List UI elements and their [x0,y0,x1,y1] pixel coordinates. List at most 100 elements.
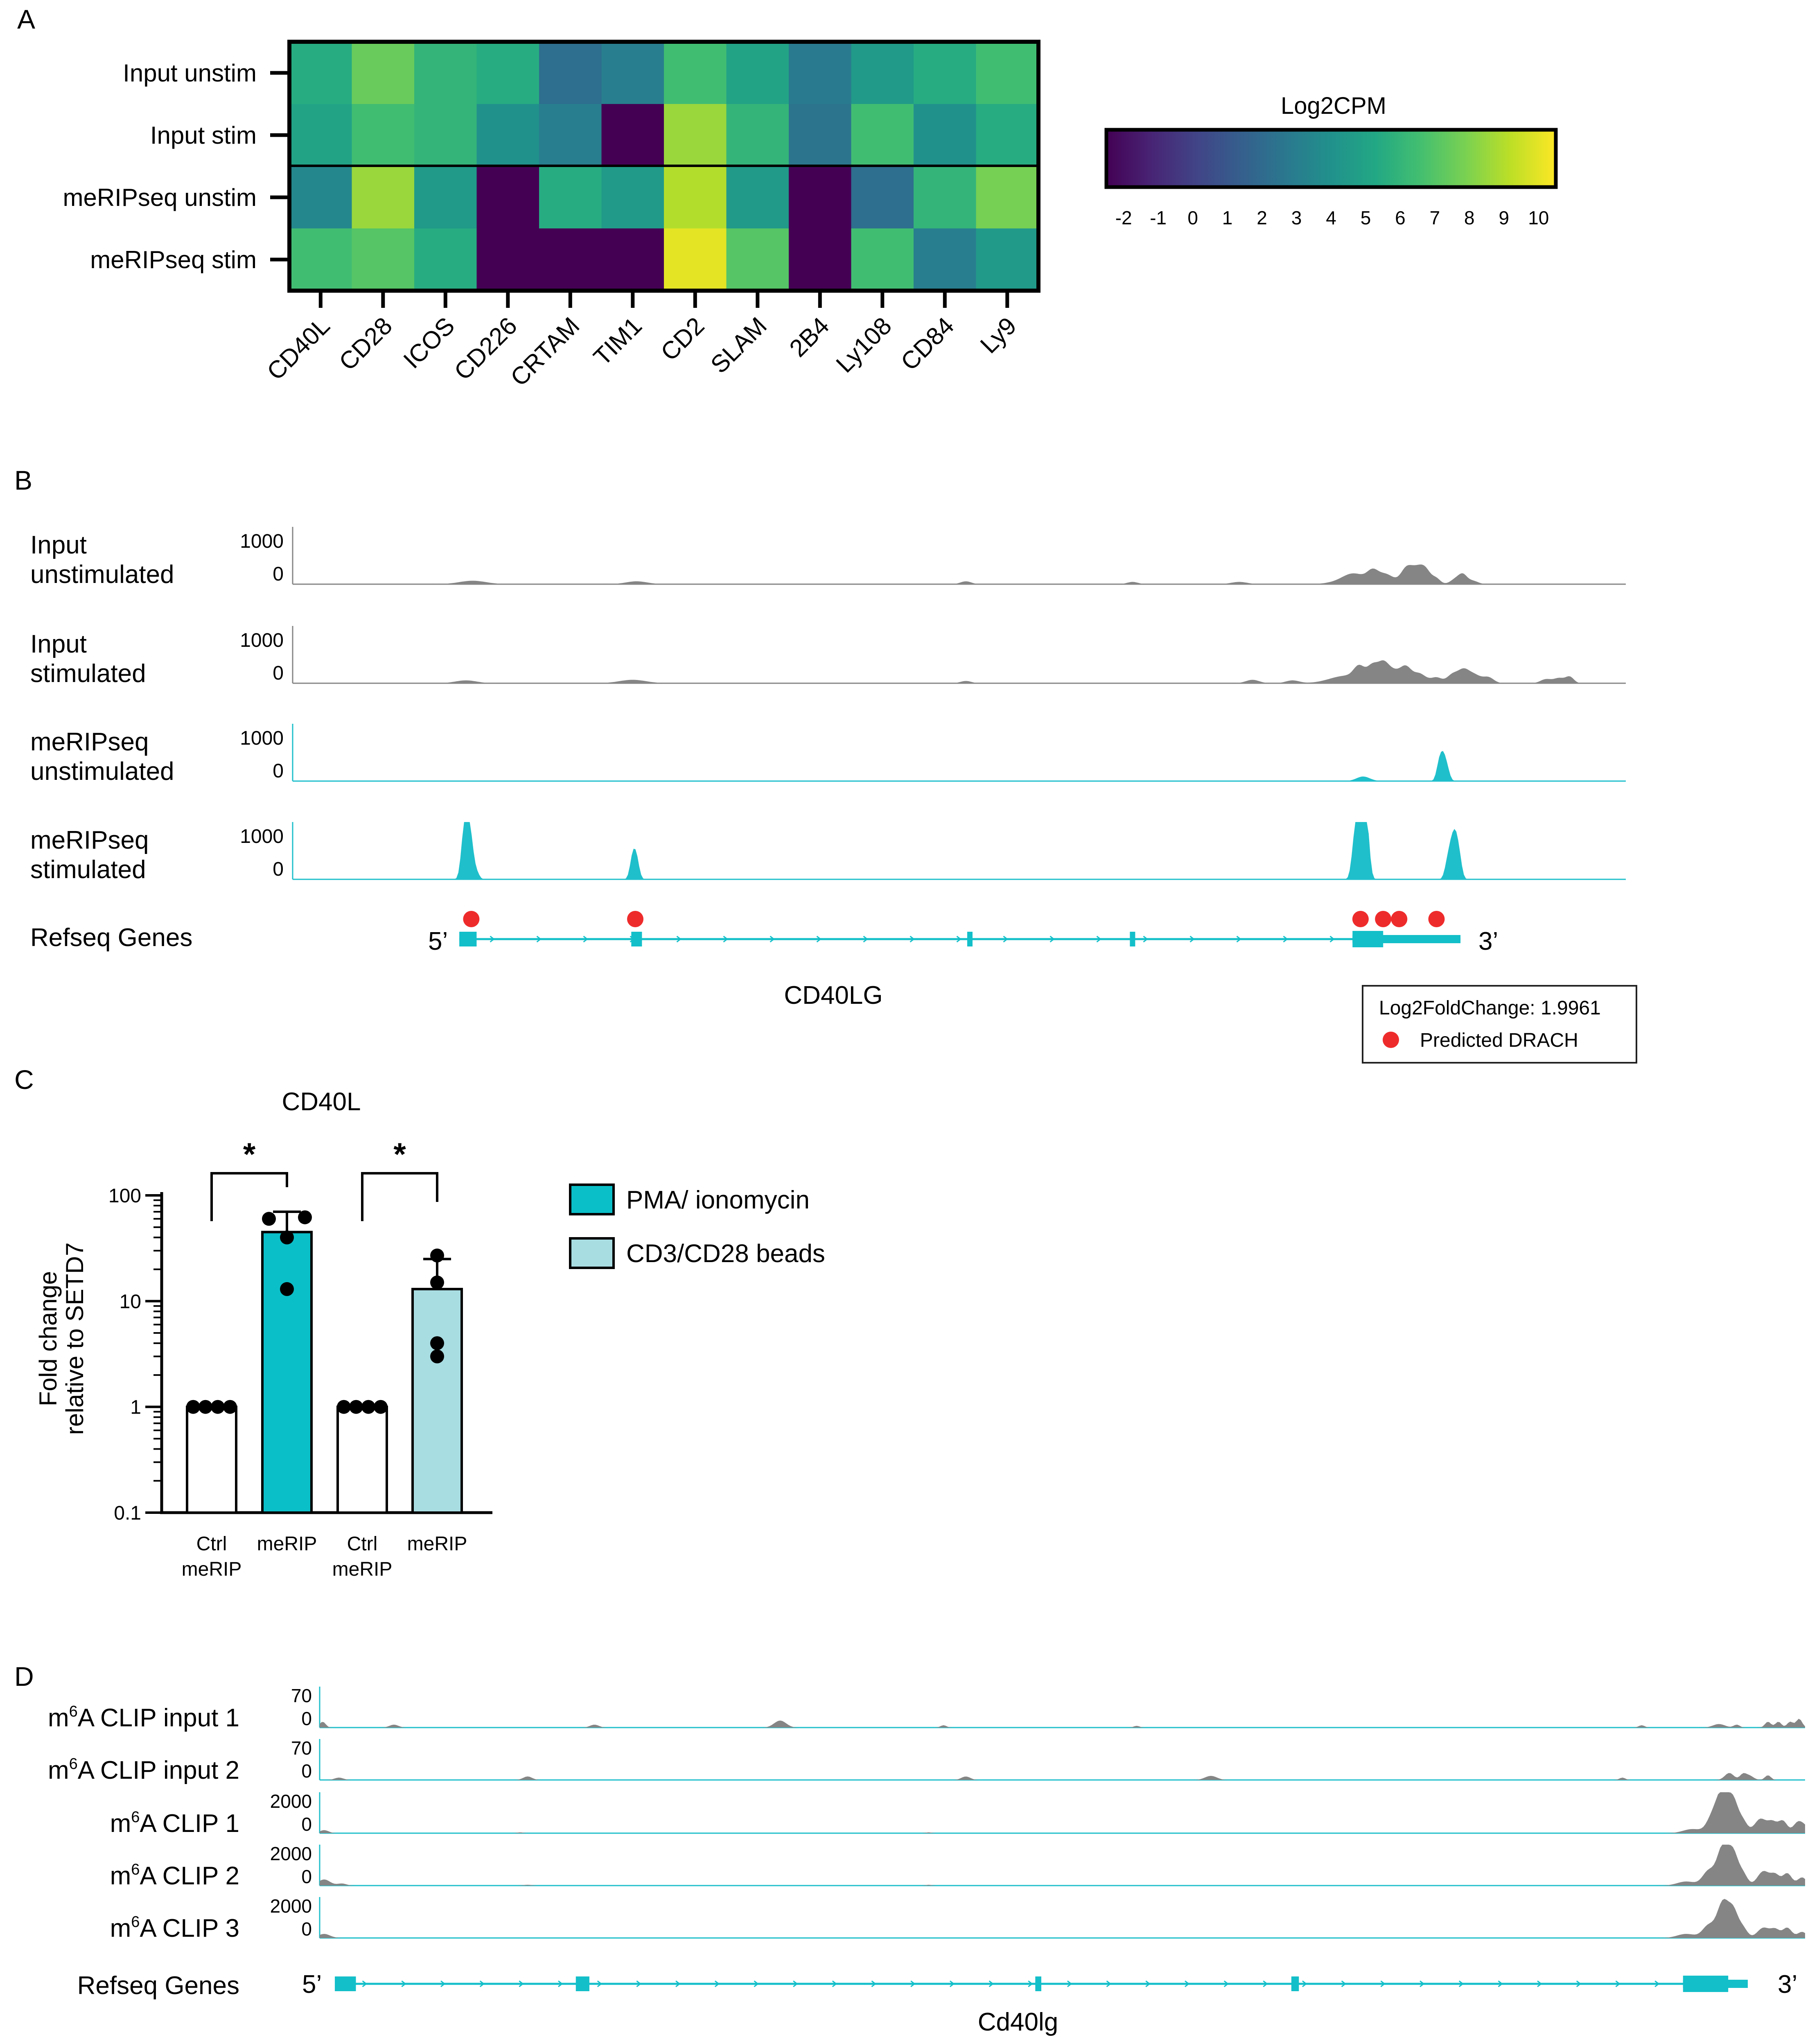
three-prime-label: 3’ [1778,1970,1797,1999]
heatmap-row-label: Input unstim [123,59,257,87]
heatmap-column-label: SLAM [705,312,772,379]
heatmap-cell [289,42,352,104]
heatmap-cell [914,228,977,291]
x-tick-label: meRIP [257,1533,317,1555]
track-ymax-label: 70 [291,1737,312,1759]
track-label-line: meRIPseq [30,826,149,854]
colorbar-ticks: -2 -1 0 1 2 3 4 5 6 7 8 9 10 [1115,207,1549,228]
legend-box: Log2FoldChange: 1.9961 Predicted DRACH [1362,985,1637,1064]
strand-arrow [1329,935,1335,943]
data-point [223,1400,237,1414]
strand-arrow [440,1980,446,1988]
heatmap-cell [601,42,664,104]
heatmap-column-label: CD2 [655,312,709,366]
data-point [211,1400,225,1414]
strand-arrow [816,935,821,943]
strand-arrow [910,1980,916,1988]
colorbar-tick-label: 6 [1395,207,1406,228]
heatmap-cell [289,228,352,291]
heatmap-cell [601,104,664,167]
heatmap-cell [726,42,789,104]
gene-exon [575,1976,589,1991]
strand-arrow [1576,1980,1582,1988]
strand-arrow [1185,1980,1190,1988]
heatmap-cell [476,228,539,291]
heatmap-cell [539,42,602,104]
heatmap-cell [789,104,852,167]
coverage-signal [320,1792,1805,1833]
strand-arrow [956,935,961,943]
data-point [349,1400,363,1414]
heatmap-cell [976,104,1039,167]
data-point [186,1400,200,1414]
track-ymin-label: 0 [301,1814,312,1835]
gene-exon [1130,932,1135,946]
strand-arrow [1049,935,1055,943]
y-tick-label: 0.1 [114,1502,141,1524]
track-label-line: unstimulated [30,757,174,786]
heatmap-cell [601,166,664,229]
gene-exon [631,932,642,946]
strand-arrow [770,935,775,943]
coverage-signal [320,1719,1805,1728]
heatmap-cell [726,104,789,167]
heatmap-cell [664,104,727,167]
strand-arrow [714,1980,720,1988]
data-point [337,1400,351,1414]
heatmap-column-label: CD40L [262,312,335,385]
strand-arrow [490,935,495,943]
track-label-line: unstimulated [30,560,174,589]
x-tick-label: Ctrl [196,1533,227,1555]
strand-arrow [863,935,868,943]
heatmap-cell [789,42,852,104]
data-point [298,1210,312,1224]
strand-arrow [1236,935,1241,943]
panel-b: B Inputunstimulated10000Inputstimulated1… [14,465,1637,1064]
drach-legend-dot [1383,1032,1399,1048]
strand-arrow [1420,1980,1425,1988]
strand-arrow [754,1980,759,1988]
heatmap-cell [414,42,477,104]
track-ymin-label: 0 [273,662,284,684]
data-point [430,1275,444,1290]
strand-arrow [583,935,588,943]
heatmap-cell [851,42,914,104]
colorbar-title: Log2CPM [1281,93,1386,119]
heatmap-cell [352,166,415,229]
heatmap-cell [851,166,914,229]
colorbar-gradient [1104,128,1558,189]
y-tick-label: 100 [108,1185,141,1207]
gene-exon [967,932,973,946]
gene-name: Cd40lg [978,2008,1058,2036]
heatmap-column-label: CD28 [334,312,397,376]
heatmap-cell [352,228,415,291]
y-axis-label: relative to SETD7 [61,1242,88,1435]
heatmap-cell [289,104,352,167]
strand-arrow [1143,935,1148,943]
panel-letter: B [14,465,32,495]
x-tick-label: meRIP [407,1533,467,1555]
panel-letter: C [14,1064,34,1095]
strand-arrow [793,1980,798,1988]
colorbar-tick-label: 3 [1291,207,1302,228]
coverage-signal [293,822,1626,879]
drach-site-dot [1352,911,1369,927]
heatmap-cell [976,228,1039,291]
gene-model [335,1976,1748,1992]
heatmap-column-label: 2B4 [784,312,835,362]
strand-arrow [1067,1980,1072,1988]
track-ymin-label: 0 [301,1866,312,1887]
x-tick-label: meRIP [332,1558,393,1580]
gene-exon [1352,931,1383,947]
drach-legend-label: Predicted DRACH [1420,1030,1578,1051]
track-ymin-label: 0 [273,760,284,782]
track-ymin-label: 0 [301,1760,312,1782]
strand-arrow [1096,935,1101,943]
significance-bracket [361,1172,438,1221]
coverage-signal [293,660,1626,683]
track-ymin-label: 0 [273,563,284,585]
chart-title: CD40L [282,1088,361,1116]
heatmap-cell [726,228,789,291]
bar-legend: PMA/ ionomycin CD3/CD28 beads [569,1183,825,1269]
